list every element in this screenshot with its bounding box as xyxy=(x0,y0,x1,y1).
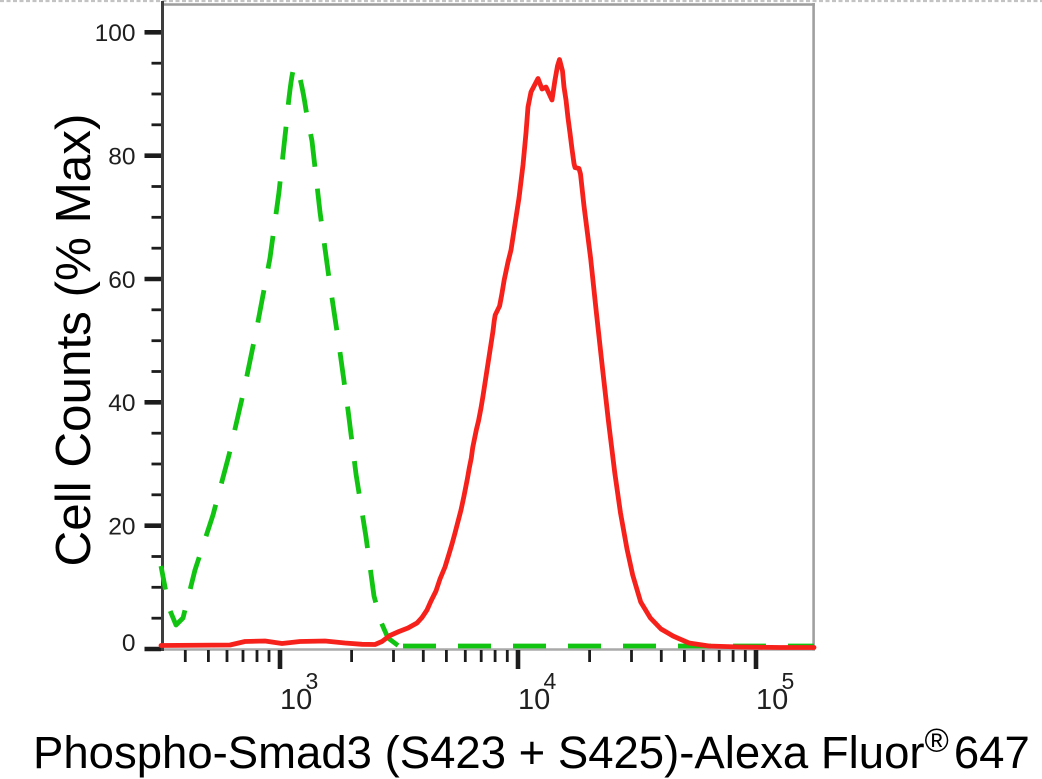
svg-text:3: 3 xyxy=(306,668,319,694)
svg-text:0: 0 xyxy=(122,630,136,657)
svg-text:10: 10 xyxy=(280,684,312,716)
svg-text:100: 100 xyxy=(95,20,136,47)
svg-text:60: 60 xyxy=(108,267,135,294)
svg-text:5: 5 xyxy=(782,668,795,694)
svg-text:Cell Counts (% Max): Cell Counts (% Max) xyxy=(46,114,101,567)
svg-text:10: 10 xyxy=(756,684,788,716)
svg-text:4: 4 xyxy=(544,668,557,694)
svg-text:40: 40 xyxy=(108,390,135,417)
svg-text:Phospho-Smad3 (S423 + S425)-Al: Phospho-Smad3 (S423 + S425)-Alexa Fluor®… xyxy=(33,722,1030,779)
svg-text:10: 10 xyxy=(518,684,550,716)
svg-text:80: 80 xyxy=(108,144,135,171)
svg-text:20: 20 xyxy=(108,514,135,541)
